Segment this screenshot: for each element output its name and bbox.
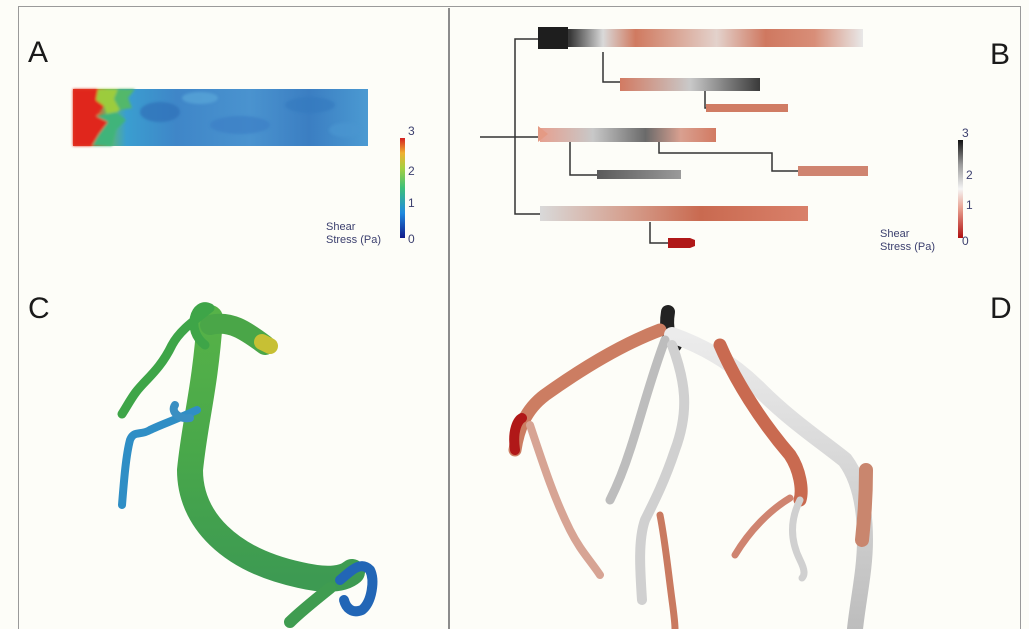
- colorbar-b-tick-0: 0: [962, 234, 969, 248]
- branch-segment-4-cap: [538, 126, 548, 142]
- panel-d-vessel-render: [508, 305, 873, 629]
- branch-root-cap: [538, 27, 568, 49]
- branch-segment-7: [540, 206, 808, 221]
- branch-segment-1: [538, 29, 863, 47]
- colorbar-b-tick-1: 1: [966, 198, 973, 212]
- branch-segment-2: [620, 78, 760, 91]
- colorbar-a: [400, 138, 405, 238]
- branch-segment-5: [597, 170, 681, 179]
- panel-c-vessel-render: [117, 302, 378, 628]
- colorbar-b-label-line2: Stress (Pa): [880, 241, 936, 253]
- figure-frame: [18, 6, 1021, 629]
- colorbar-b-label: Shear Stress (Pa): [880, 228, 935, 254]
- colorbar-b-tick-3: 3: [962, 126, 969, 140]
- colorbar-a-tick-1: 1: [408, 196, 415, 210]
- panel-letter-b: B: [990, 38, 1011, 71]
- colorbar-a-tick-2: 2: [408, 164, 415, 178]
- colorbar-a-label-line2: Stress (Pa): [326, 234, 382, 246]
- branch-segment-4: [540, 128, 716, 142]
- colorbar-b-tick-2: 2: [966, 168, 973, 182]
- colorbar-a-tick-3: 3: [408, 124, 415, 138]
- panel-letter-a: A: [28, 36, 49, 69]
- panel-letter-c: C: [28, 292, 50, 325]
- panel-b-branch-tree: [480, 27, 868, 248]
- colorbar-a-label: Shear Stress (Pa): [326, 221, 381, 247]
- panel-letter-d: D: [990, 292, 1012, 325]
- branch-segment-8: [668, 238, 695, 248]
- colorbar-b-label-line1: Shear: [880, 228, 910, 240]
- colorbar-a-tick-0: 0: [408, 232, 415, 246]
- colorbar-b: [958, 140, 963, 238]
- tree-connectors: [480, 38, 800, 244]
- branch-segment-3: [706, 104, 788, 112]
- panel-a-shear-map: [73, 89, 368, 146]
- colorbar-a-label-line1: Shear: [326, 221, 356, 233]
- panel-divider: [448, 8, 450, 629]
- branch-segment-6: [798, 166, 868, 176]
